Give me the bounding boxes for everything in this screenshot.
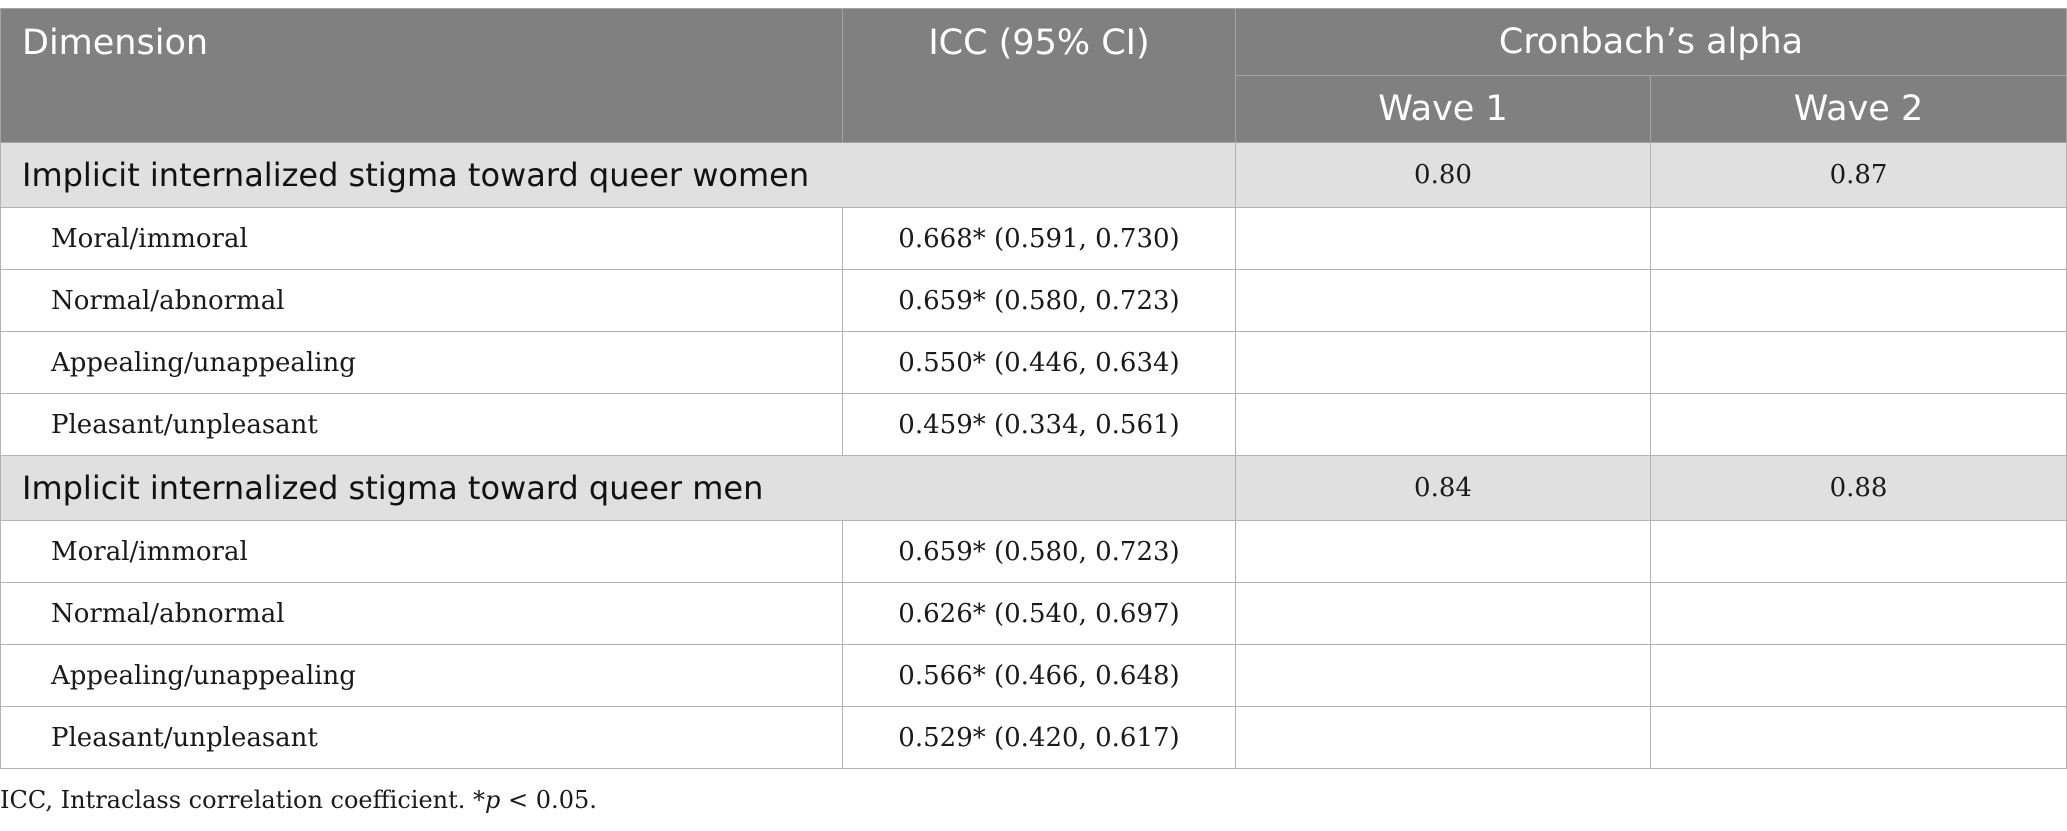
empty-cell (1649, 520, 2067, 583)
item-label: Normal/abnormal (0, 582, 843, 645)
empty-cell (1235, 207, 1651, 270)
header-cronbach-alpha: Cronbach’s alpha (1234, 8, 2067, 76)
header-dimension: Dimension (0, 8, 843, 143)
header-icc: ICC (95% CI) (842, 8, 1236, 143)
item-label: Moral/immoral (0, 520, 843, 583)
icc-value: 0.659* (0.580, 0.723) (842, 269, 1236, 332)
icc-value: 0.626* (0.540, 0.697) (842, 582, 1236, 645)
empty-cell (1649, 331, 2067, 394)
table-row: Moral/immoral 0.659* (0.580, 0.723) (0, 520, 2067, 583)
item-label: Moral/immoral (0, 207, 843, 270)
alpha-wave-2: 0.88 (1649, 455, 2067, 521)
empty-cell (1235, 582, 1651, 645)
table-row: Normal/abnormal 0.626* (0.540, 0.697) (0, 582, 2067, 645)
table-row: Appealing/unappealing 0.566* (0.466, 0.6… (0, 644, 2067, 707)
empty-cell (1235, 520, 1651, 583)
footnote-text: ICC, Intraclass correlation coefficient.… (0, 786, 486, 814)
item-label: Pleasant/unpleasant (0, 706, 843, 769)
section-title: Implicit internalized stigma toward quee… (0, 142, 1236, 208)
icc-value: 0.566* (0.466, 0.648) (842, 644, 1236, 707)
icc-value: 0.668* (0.591, 0.730) (842, 207, 1236, 270)
icc-value: 0.529* (0.420, 0.617) (842, 706, 1236, 769)
footnote-p-symbol: p (485, 786, 501, 814)
header-wave-2: Wave 2 (1649, 75, 2067, 143)
empty-cell (1649, 706, 2067, 769)
icc-value: 0.550* (0.446, 0.634) (842, 331, 1236, 394)
item-label: Pleasant/unpleasant (0, 393, 843, 456)
alpha-wave-1: 0.84 (1235, 455, 1651, 521)
alpha-wave-2: 0.87 (1649, 142, 2067, 208)
table-row: Normal/abnormal 0.659* (0.580, 0.723) (0, 269, 2067, 332)
section-row-women: Implicit internalized stigma toward quee… (0, 142, 2067, 208)
footnote-threshold: < 0.05. (500, 786, 597, 814)
empty-cell (1235, 706, 1651, 769)
table-row: Moral/immoral 0.668* (0.591, 0.730) (0, 207, 2067, 270)
item-label: Appealing/unappealing (0, 331, 843, 394)
empty-cell (1649, 269, 2067, 332)
empty-cell (1649, 644, 2067, 707)
alpha-wave-1: 0.80 (1235, 142, 1651, 208)
table-row: Pleasant/unpleasant 0.529* (0.420, 0.617… (0, 706, 2067, 769)
empty-cell (1235, 269, 1651, 332)
reliability-table: Dimension ICC (95% CI) Cronbach’s alpha … (0, 8, 2067, 769)
empty-cell (1235, 393, 1651, 456)
empty-cell (1649, 582, 2067, 645)
table-footnote: ICC, Intraclass correlation coefficient.… (0, 786, 597, 814)
section-row-men: Implicit internalized stigma toward quee… (0, 455, 2067, 521)
empty-cell (1649, 207, 2067, 270)
header-wave-1: Wave 1 (1235, 75, 1651, 143)
section-title: Implicit internalized stigma toward quee… (0, 455, 1236, 521)
item-label: Appealing/unappealing (0, 644, 843, 707)
empty-cell (1235, 644, 1651, 707)
empty-cell (1649, 393, 2067, 456)
empty-cell (1235, 331, 1651, 394)
table-row: Pleasant/unpleasant 0.459* (0.334, 0.561… (0, 393, 2067, 456)
table-row: Appealing/unappealing 0.550* (0.446, 0.6… (0, 331, 2067, 394)
icc-value: 0.459* (0.334, 0.561) (842, 393, 1236, 456)
icc-value: 0.659* (0.580, 0.723) (842, 520, 1236, 583)
item-label: Normal/abnormal (0, 269, 843, 332)
